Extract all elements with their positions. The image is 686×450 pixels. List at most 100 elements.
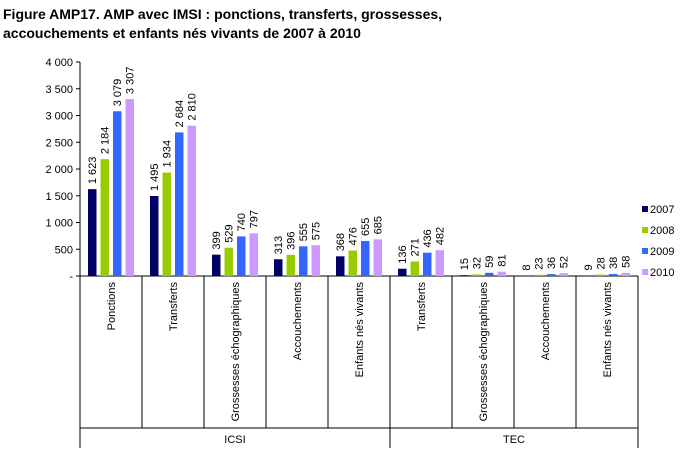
bar-2010 (435, 250, 444, 276)
y-tick-label: 3 000 (45, 111, 73, 123)
data-label: 313 (273, 236, 285, 254)
data-label: 555 (298, 223, 310, 241)
data-label: 2 810 (187, 93, 199, 121)
bar-2008 (100, 159, 109, 276)
category-label: Enfants nés vivants (354, 282, 366, 378)
bar-2008 (596, 274, 605, 276)
bar-2010 (497, 271, 506, 276)
bar-2007 (336, 256, 345, 276)
y-tick-label: 1 500 (45, 191, 73, 203)
data-label: 271 (410, 238, 422, 256)
data-label: 1 495 (149, 163, 161, 191)
bar-2009 (237, 236, 246, 276)
data-label: 136 (397, 245, 409, 263)
chart-title: Figure AMP17. AMP avec IMSI : ponctions,… (3, 6, 443, 41)
data-label: 575 (311, 222, 323, 240)
bar-2008 (286, 254, 295, 276)
data-label: 2 684 (174, 100, 186, 128)
legend-swatch-2007 (642, 206, 648, 212)
bar-2009 (609, 273, 618, 276)
data-label: 8 (521, 264, 533, 270)
category-label: Transferts (168, 282, 180, 332)
data-label: 797 (249, 210, 261, 228)
bar-2007 (398, 268, 407, 276)
data-label: 28 (596, 257, 608, 269)
legend-label: 2009 (650, 246, 674, 258)
category-label: Accouchements (540, 282, 552, 361)
legend-swatch-2009 (642, 248, 648, 254)
data-label: 1 934 (162, 140, 174, 168)
y-tick-label: 2 000 (45, 164, 73, 176)
data-label: 9 (583, 264, 595, 270)
bar-2010 (621, 272, 630, 276)
bar-2007 (274, 259, 283, 276)
data-label: 52 (559, 256, 571, 268)
bar-2008 (410, 261, 419, 276)
data-label: 58 (621, 256, 633, 268)
y-tick-label: 500 (55, 244, 73, 256)
bar-2007 (584, 275, 593, 277)
bar-2009 (547, 274, 556, 276)
data-label: 1 623 (87, 157, 99, 185)
data-label: 399 (211, 231, 223, 249)
data-label: 655 (360, 218, 372, 236)
bar-2009 (175, 132, 184, 276)
group-label: ICSI (224, 434, 245, 446)
data-label: 32 (472, 257, 484, 269)
bar-2007 (460, 275, 469, 276)
bar-2008 (348, 250, 357, 276)
bar-2007 (522, 275, 531, 277)
data-label: 396 (286, 231, 298, 249)
category-label: Grossesses échographiques (478, 282, 490, 422)
bar-2010 (249, 233, 258, 276)
y-tick-label: 2 500 (45, 137, 73, 149)
y-tick-label: 1 000 (45, 218, 73, 230)
category-label: Grossesses échographiques (230, 282, 242, 422)
legend-label: 2008 (650, 225, 674, 237)
bar-2010 (559, 273, 568, 276)
category-label: Accouchements (292, 282, 304, 361)
bar-2009 (299, 246, 308, 276)
data-label: 23 (534, 258, 546, 270)
legend-label: 2007 (650, 204, 674, 216)
bar-2009 (113, 111, 122, 276)
category-label: Enfants nés vivants (602, 282, 614, 378)
category-label: Ponctions (106, 282, 118, 331)
bar-2009 (361, 240, 370, 276)
bar-2007 (150, 196, 159, 276)
legend-label: 2010 (650, 267, 674, 279)
data-label: 436 (422, 229, 434, 247)
legend-swatch-2008 (642, 227, 648, 233)
bar-2008 (224, 247, 233, 276)
data-label: 81 (497, 254, 509, 266)
legend-swatch-2010 (642, 269, 648, 275)
bar-2007 (88, 189, 97, 276)
data-label: 482 (435, 227, 447, 245)
data-label: 3 079 (112, 79, 124, 107)
y-tick-label: 3 500 (45, 84, 73, 96)
y-tick-label: - (69, 271, 73, 283)
data-label: 2 184 (100, 127, 112, 155)
data-label: 15 (459, 258, 471, 270)
bar-2007 (212, 254, 221, 276)
data-label: 685 (373, 216, 385, 234)
bar-2009 (423, 252, 432, 276)
data-label: 740 (236, 213, 248, 231)
bar-2008 (534, 274, 543, 276)
data-label: 476 (348, 227, 360, 245)
data-label: 59 (484, 256, 496, 268)
bar-2008 (472, 274, 481, 276)
bar-2009 (485, 272, 494, 276)
category-label: Transferts (416, 282, 428, 332)
data-label: 3 307 (125, 67, 137, 95)
data-label: 38 (608, 257, 620, 269)
data-label: 368 (335, 233, 347, 251)
bar-2010 (187, 125, 196, 276)
data-label: 529 (224, 224, 236, 242)
y-tick-label: 4 000 (45, 57, 73, 69)
bar-2010 (125, 99, 134, 276)
group-label: TEC (503, 434, 525, 446)
data-label: 36 (546, 257, 558, 269)
bar-2008 (162, 172, 171, 276)
